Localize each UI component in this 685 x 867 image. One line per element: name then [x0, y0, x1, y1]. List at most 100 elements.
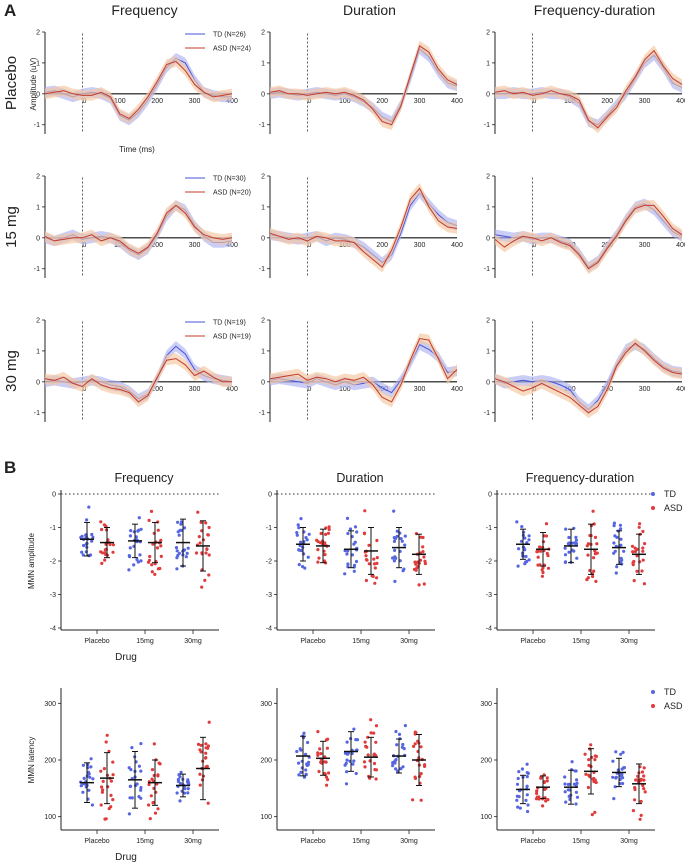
asd-waveform-line	[494, 204, 683, 270]
erp-x-tick-label: 0	[532, 242, 536, 249]
td-data-point	[526, 809, 530, 814]
panel-label-b: B	[4, 458, 16, 477]
erp-x-tick-label: 300	[414, 242, 426, 249]
asd-data-point	[535, 789, 539, 793]
td-data-point	[520, 767, 525, 771]
td-data-point	[574, 538, 579, 542]
erp-y-tick-label: 1	[36, 60, 40, 67]
erp-x-tick-label: 300	[189, 386, 201, 393]
legend-asd-marker	[651, 506, 655, 510]
asd-data-point	[316, 548, 320, 552]
td-data-point	[520, 525, 524, 529]
td-data-point	[619, 752, 623, 756]
td-data-point	[394, 767, 398, 771]
td-data-point	[186, 546, 190, 550]
asd-data-point	[362, 532, 367, 536]
td-data-point	[345, 770, 349, 774]
scatter-x-axis-label: Drug	[115, 852, 137, 863]
asd-data-point	[199, 743, 203, 747]
td-data-point	[298, 747, 302, 751]
asd-data-point	[589, 743, 593, 747]
scatter-x-tick-label: 15mg	[136, 838, 154, 845]
scatter-y-tick-label: -4	[486, 626, 492, 633]
erp-y-tick-label: -1	[484, 410, 490, 417]
td-data-point	[346, 752, 350, 756]
asd-data-point	[111, 773, 115, 777]
erp-x-tick-label: 100	[114, 98, 126, 105]
scatter-panel: 100 200 300 Placebo 15mg 30mg MMN latency Drug	[27, 688, 219, 863]
td-data-point	[515, 798, 519, 802]
scatter-x-tick-label: Placebo	[84, 638, 109, 645]
asd-data-point	[316, 730, 320, 734]
td-data-point	[400, 745, 404, 749]
scatter-y-tick-label: -4	[50, 626, 56, 633]
asd-data-point	[372, 562, 377, 566]
erp-x-tick-label: 400	[676, 98, 685, 105]
asd-data-point	[147, 518, 151, 523]
asd-data-point	[364, 554, 368, 558]
asd-waveform-band	[45, 353, 232, 408]
td-data-point	[86, 763, 90, 767]
td-data-point	[516, 776, 520, 781]
asd-data-point	[316, 753, 320, 758]
asd-data-point	[643, 542, 647, 546]
asd-data-point	[374, 777, 378, 781]
scatter-x-tick-label: 30mg	[184, 838, 202, 845]
asd-data-point	[101, 779, 105, 784]
asd-data-point	[375, 538, 379, 543]
td-data-point	[525, 771, 529, 775]
erp-y-tick-label: -1	[259, 266, 265, 273]
erp-y-tick-label: 0	[36, 91, 40, 98]
asd-data-point	[102, 767, 106, 771]
td-data-point	[129, 768, 133, 772]
td-data-point	[564, 527, 568, 531]
td-data-point	[622, 549, 626, 553]
asd-data-point	[545, 779, 549, 783]
asd-data-point	[109, 793, 113, 798]
legend-td-marker	[651, 492, 655, 496]
scatter-y-tick-label: 100	[44, 814, 56, 821]
scatter-x-tick-label: 15mg	[572, 838, 590, 845]
asd-data-point	[207, 720, 211, 724]
asd-data-point	[413, 742, 417, 746]
td-data-point	[622, 766, 627, 770]
scatter-panel: 100 200 300 Placebo 15mg 30mg	[260, 688, 435, 845]
td-data-point	[619, 527, 623, 531]
asd-data-point	[107, 807, 111, 811]
asd-data-point	[372, 557, 376, 561]
td-data-point	[615, 565, 619, 569]
td-data-point	[139, 786, 143, 790]
td-data-point	[82, 776, 86, 781]
td-data-point	[392, 539, 397, 544]
erp-x-tick-label: 200	[151, 386, 163, 393]
td-data-point	[130, 746, 134, 750]
asd-data-point	[587, 758, 591, 762]
td-data-point	[305, 762, 309, 766]
asd-data-point	[538, 545, 542, 549]
asd-data-point	[205, 547, 209, 551]
asd-data-point	[100, 561, 104, 566]
scatter-y-tick-label: -4	[266, 626, 272, 633]
asd-data-point	[634, 778, 638, 782]
asd-data-point	[635, 569, 639, 573]
erp-x-tick-label: 300	[414, 98, 426, 105]
td-data-point	[567, 541, 571, 545]
td-data-point	[348, 527, 353, 531]
asd-data-point	[316, 751, 320, 755]
asd-data-point	[414, 568, 418, 572]
td-data-point	[127, 812, 131, 816]
td-data-point	[393, 579, 397, 584]
td-data-point	[401, 742, 405, 747]
asd-data-point	[643, 790, 647, 794]
legend-td-label: TD (N=19)	[213, 320, 246, 327]
asd-data-point	[640, 770, 645, 774]
td-data-point	[519, 539, 524, 543]
asd-data-point	[586, 785, 591, 790]
erp-y-tick-label: 0	[486, 235, 490, 242]
asd-data-point	[323, 553, 327, 557]
erp-x-tick-label: 200	[151, 98, 163, 105]
asd-data-point	[325, 746, 329, 750]
td-data-point	[186, 791, 190, 795]
erp-column-title: Duration	[343, 2, 396, 18]
erp-x-tick-label: 300	[639, 386, 651, 393]
